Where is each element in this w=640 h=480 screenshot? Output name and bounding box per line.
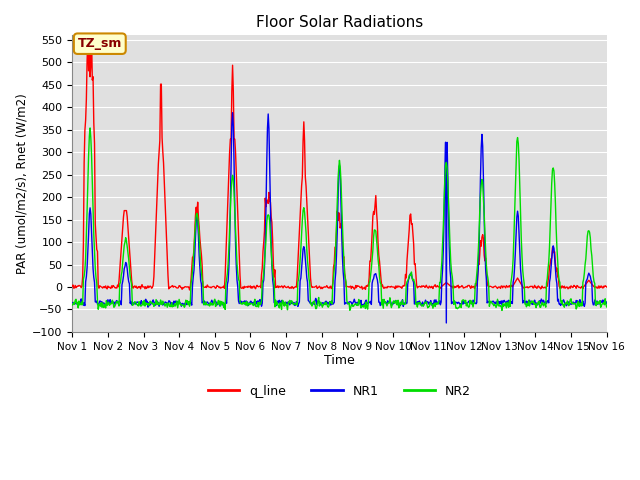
- q_line: [68, 283, 76, 289]
- q_line: [187, 276, 195, 282]
- Legend: q_line, NR1, NR2: q_line, NR1, NR2: [203, 380, 476, 403]
- X-axis label: Time: Time: [324, 354, 355, 368]
- NR1: [209, 299, 216, 305]
- NR2: [384, 301, 392, 307]
- Line: q_line: q_line: [72, 36, 607, 290]
- Title: Floor Solar Radiations: Floor Solar Radiations: [256, 15, 423, 30]
- Text: TZ_sm: TZ_sm: [77, 37, 122, 50]
- NR2: [436, 280, 444, 286]
- NR2: [186, 300, 194, 306]
- NR1: [436, 302, 444, 308]
- q_line: [385, 284, 392, 289]
- NR1: [228, 110, 236, 116]
- q_line: [437, 284, 445, 290]
- NR1: [68, 300, 76, 305]
- NR2: [603, 304, 611, 310]
- NR2: [68, 302, 76, 308]
- q_line: [84, 33, 92, 38]
- q_line: [210, 284, 218, 289]
- NR1: [384, 298, 392, 304]
- NR1: [603, 299, 611, 305]
- q_line: [333, 228, 340, 234]
- NR1: [332, 270, 340, 276]
- NR2: [498, 308, 506, 313]
- Y-axis label: PAR (umol/m2/s), Rnet (W/m2): PAR (umol/m2/s), Rnet (W/m2): [15, 93, 28, 274]
- Line: NR2: NR2: [72, 128, 607, 311]
- NR2: [209, 302, 217, 308]
- NR2: [556, 277, 563, 283]
- NR2: [332, 243, 340, 249]
- NR1: [186, 299, 193, 304]
- q_line: [186, 287, 193, 293]
- q_line: [603, 284, 611, 290]
- NR2: [86, 125, 94, 131]
- NR1: [442, 320, 450, 326]
- q_line: [556, 283, 563, 289]
- Line: NR1: NR1: [72, 113, 607, 323]
- NR1: [556, 301, 563, 307]
